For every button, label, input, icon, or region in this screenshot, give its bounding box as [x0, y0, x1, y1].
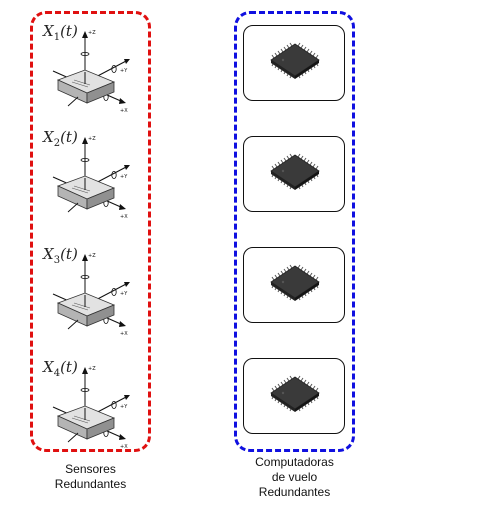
sensors-caption: Sensores Redundantes	[30, 462, 151, 492]
flight-computer-card-1	[243, 25, 345, 101]
chip-icon	[265, 38, 325, 90]
y-axis-label: +Y	[120, 174, 128, 180]
y-axis-label: +Y	[120, 68, 128, 74]
sensor-label-arg: (t)	[60, 22, 78, 40]
x-axis-label: +X	[120, 214, 128, 220]
x-axis-label: +X	[120, 108, 128, 114]
chip-icon	[265, 149, 325, 201]
sensor-label: X2(t)	[43, 128, 78, 149]
z-axis-label: +Z	[88, 253, 96, 259]
flight-computer-card-2	[243, 136, 345, 212]
x-axis-label: +X	[120, 444, 128, 450]
imu-sensor-1: X1(t) +Z +Y +X	[38, 24, 138, 120]
sensor-label: X3(t)	[43, 245, 78, 266]
x-axis-label: +X	[120, 331, 128, 337]
sensors-caption-line2: Redundantes	[30, 477, 151, 492]
chip-icon	[265, 371, 325, 423]
flight-computer-card-3	[243, 247, 345, 323]
sensor-label-main: X	[43, 358, 54, 376]
y-axis-label: +Y	[120, 404, 128, 410]
sensor-label-arg: (t)	[60, 358, 78, 376]
z-axis-label: +Z	[88, 136, 96, 142]
sensor-label-main: X	[43, 22, 54, 40]
sensor-label-main: X	[43, 128, 54, 146]
computers-caption-line1: Computadoras	[234, 455, 355, 470]
sensors-caption-line1: Sensores	[30, 462, 151, 477]
computers-caption: Computadoras de vuelo Redundantes	[234, 455, 355, 500]
z-axis-label: +Z	[88, 366, 96, 372]
computers-caption-line2: de vuelo	[234, 470, 355, 485]
imu-sensor-4: X4(t) +Z +Y +X	[38, 360, 138, 456]
sensor-label-main: X	[43, 245, 54, 263]
imu-sensor-2: X2(t) +Z +Y +X	[38, 130, 138, 226]
y-axis-label: +Y	[120, 291, 128, 297]
computers-caption-line3: Redundantes	[234, 485, 355, 500]
imu-sensor-3: X3(t) +Z +Y +X	[38, 247, 138, 343]
flight-computer-card-4	[243, 358, 345, 434]
sensor-label-arg: (t)	[60, 128, 78, 146]
sensor-label: X1(t)	[43, 22, 78, 43]
chip-icon	[265, 260, 325, 312]
z-axis-label: +Z	[88, 30, 96, 36]
sensor-label-arg: (t)	[60, 245, 78, 263]
sensor-label: X4(t)	[43, 358, 78, 379]
